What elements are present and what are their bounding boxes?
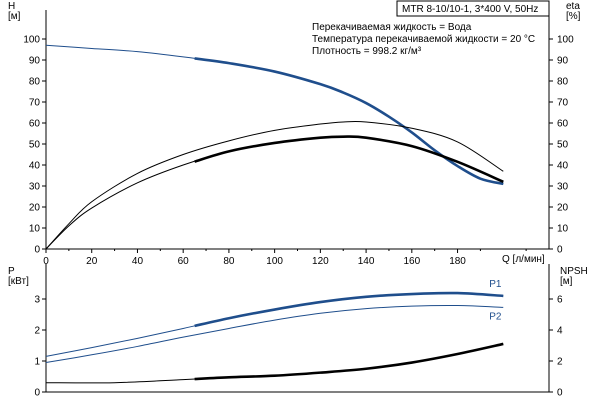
density-label: Плотность = 998.2 кг/м³ [312,46,422,57]
efficiency-tick-label: 0 [557,245,563,256]
flow-axis-title: Q [л/мин] [502,254,545,265]
head-tick-label: 70 [29,98,41,109]
efficiency-tick-label: 60 [557,119,569,130]
head-curve-line-emphasis [194,57,504,186]
model-label: MTR 8-10/10-1, 3*400 V, 50Hz [402,4,538,15]
power-tick-label: 2 [34,326,40,337]
axis-title-line: [м] [8,11,21,22]
head-tick-label: 100 [23,35,40,46]
head-curve-line [45,44,504,185]
axis-title-line: NPSH [560,266,588,277]
efficiency-tick-label: 90 [557,56,569,67]
flow-tick-label: 0 [43,256,49,267]
efficiency-axis-title: eta [%] [566,1,581,22]
npsh-tick-label: 0 [557,388,563,399]
head-tick-label: 10 [29,224,41,235]
head-tick-label: 20 [29,203,41,214]
power-axis-title: P [кВт] [8,266,29,287]
axis-title-line: eta [566,1,580,12]
efficiency-tick-label: 10 [557,224,569,235]
efficiency-tick-label: 50 [557,140,569,151]
head-tick-label: 40 [29,161,41,172]
liquid-label: Перекачиваемая жидкость = Вода [312,22,472,33]
efficiency-tick-label: 100 [557,35,574,46]
power-tick-label: 3 [34,295,40,306]
npsh-tick-label: 4 [557,326,563,337]
p2-series-label: P2 [489,311,502,322]
efficiency-tick-label: 20 [557,203,569,214]
npsh-tick-label: 6 [557,295,563,306]
npsh-curve-line-emphasis [194,342,504,381]
efficiency-tick-label: 80 [557,77,569,88]
eta-thin-curve-line [45,120,504,250]
model-label-box [396,0,550,17]
efficiency-tick-label: 40 [557,161,569,172]
head-axis-title: H [м] [8,1,21,22]
npsh-axis-title: NPSH [м] [560,266,588,287]
npsh-curve-line [45,343,504,384]
head-tick-label: 30 [29,182,41,193]
flow-tick-label: 20 [86,256,98,267]
head-tick-label: 50 [29,140,41,151]
efficiency-tick-label: 30 [557,182,569,193]
power-npsh-panel: 0 1 2 3 0 2 4 6 P1 P2 [34,264,563,399]
flow-tick-label: 60 [178,256,190,267]
head-tick-label: 0 [34,245,40,256]
flow-tick-label: 80 [223,256,235,267]
head-tick-label: 60 [29,119,41,130]
axis-title-line: [м] [560,276,573,287]
flow-tick-label: 160 [403,256,420,267]
head-tick-label: 90 [29,56,41,67]
p2-curve-line [45,304,504,364]
eta-lower-curve-line-emphasis [194,135,504,183]
axis-title-line: H [8,1,15,12]
head-tick-label: 80 [29,77,41,88]
info-box: MTR 8-10/10-1, 3*400 V, 50Hz Перекачивае… [312,0,550,57]
efficiency-tick-label: 70 [557,98,569,109]
p1-curve-line [45,292,504,357]
axis-title-line: [кВт] [8,276,29,287]
npsh-tick-label: 2 [557,357,563,368]
power-tick-label: 1 [34,357,40,368]
power-tick-label: 0 [34,388,40,399]
flow-tick-label: 140 [358,256,375,267]
axis-title-line: P [8,266,15,277]
axis-title-line: [%] [566,11,581,22]
p1-curve-line-emphasis [194,291,504,328]
flow-tick-label: 180 [449,256,466,267]
flow-tick-label: 100 [266,256,283,267]
flow-tick-label: 40 [132,256,144,267]
flow-tick-label: 120 [312,256,329,267]
temperature-label: Температура перекачиваемой жидкости = 20… [312,34,535,45]
p1-series-label: P1 [489,279,502,290]
